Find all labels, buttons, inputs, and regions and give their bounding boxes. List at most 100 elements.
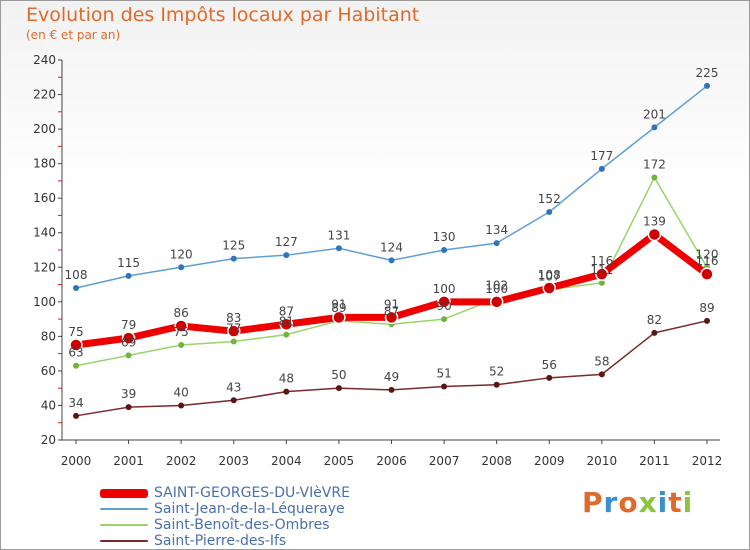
data-label: 51 xyxy=(436,366,451,380)
data-label: 108 xyxy=(65,268,88,282)
x-tick-label: 2003 xyxy=(218,454,249,468)
data-label: 115 xyxy=(117,256,140,270)
x-tick-label: 2001 xyxy=(113,454,144,468)
x-tick-label: 2005 xyxy=(324,454,355,468)
data-point xyxy=(441,383,448,390)
y-tick-label: 40 xyxy=(41,398,56,412)
legend-swatch xyxy=(100,488,148,498)
data-point xyxy=(704,317,710,324)
data-point xyxy=(700,267,714,281)
data-point xyxy=(283,331,290,338)
brand-letter: x xyxy=(638,486,658,519)
data-label: 201 xyxy=(643,107,666,121)
data-label: 56 xyxy=(542,358,557,372)
data-label: 152 xyxy=(538,192,561,206)
y-tick-label: 200 xyxy=(33,122,56,136)
data-point xyxy=(121,331,136,345)
data-label: 91 xyxy=(384,297,399,311)
data-label: 130 xyxy=(433,230,456,244)
data-point xyxy=(178,402,185,409)
y-tick-label: 60 xyxy=(41,364,56,378)
data-label: 125 xyxy=(222,239,245,253)
y-tick-label: 220 xyxy=(33,88,56,102)
data-label: 124 xyxy=(380,240,403,254)
data-point xyxy=(283,252,290,259)
legend-swatch xyxy=(100,540,148,542)
legend-swatch xyxy=(100,508,148,510)
chart-legend: SAINT-GEORGES-DU-VIèVRE Saint-Jean-de-la… xyxy=(100,485,350,549)
y-tick-label: 120 xyxy=(33,260,56,274)
data-point xyxy=(437,295,451,309)
x-tick-label: 2000 xyxy=(61,454,92,468)
data-label: 116 xyxy=(696,254,719,268)
data-label: 120 xyxy=(170,247,193,261)
data-point xyxy=(388,257,395,264)
y-tick-label: 80 xyxy=(41,329,56,343)
data-point xyxy=(542,281,556,295)
x-tick-label: 2006 xyxy=(376,454,407,468)
legend-item-saint-jean: Saint-Jean-de-la-Léqueraye xyxy=(100,501,350,517)
legend-label: SAINT-GEORGES-DU-VIèVRE xyxy=(154,485,350,501)
proxiti-logo: Proxiti xyxy=(582,486,693,519)
data-point xyxy=(178,342,185,348)
data-label: 82 xyxy=(647,313,662,327)
data-label: 87 xyxy=(384,304,399,318)
legend-label: Saint-Benoît-des-Ombres xyxy=(154,517,330,533)
brand-letter: i xyxy=(682,486,694,519)
data-label: 75 xyxy=(68,325,83,339)
data-label: 134 xyxy=(485,223,508,237)
chart-title: Evolution des Impôts locaux par Habitant xyxy=(26,4,420,26)
y-tick-label: 180 xyxy=(33,157,56,171)
data-point xyxy=(73,362,79,369)
data-label: 83 xyxy=(226,311,241,325)
data-point xyxy=(279,317,294,332)
data-label: 40 xyxy=(174,385,189,399)
brand-letter: o xyxy=(618,486,639,519)
legend-item-saint-pierre: Saint-Pierre-des-Ifs xyxy=(100,533,350,549)
x-tick-label: 2011 xyxy=(639,454,670,468)
data-point xyxy=(178,264,185,271)
data-label: 116 xyxy=(590,254,613,268)
data-label: 131 xyxy=(327,228,350,242)
legend-label: Saint-Pierre-des-Ifs xyxy=(154,533,287,549)
data-point xyxy=(598,279,605,286)
data-label: 43 xyxy=(226,380,241,394)
data-label: 102 xyxy=(485,278,508,292)
data-point xyxy=(598,371,605,378)
data-point xyxy=(493,240,500,247)
data-label: 77 xyxy=(226,322,241,336)
data-point xyxy=(546,374,553,381)
brand-letter: P xyxy=(582,486,604,519)
x-tick-label: 2012 xyxy=(692,454,723,468)
data-point xyxy=(335,245,342,252)
y-tick-label: 240 xyxy=(33,53,56,67)
brand-letter: i xyxy=(657,486,669,519)
data-point xyxy=(125,272,132,279)
x-tick-label: 2007 xyxy=(429,454,460,468)
data-point xyxy=(489,295,504,309)
data-label: 111 xyxy=(590,263,613,277)
data-point xyxy=(441,316,448,323)
data-label: 177 xyxy=(590,149,613,163)
data-label: 100 xyxy=(485,282,508,296)
data-label: 91 xyxy=(331,297,346,311)
data-label: 100 xyxy=(433,282,456,296)
data-point xyxy=(73,285,79,291)
legend-label: Saint-Jean-de-la-Léqueraye xyxy=(154,501,345,517)
data-point xyxy=(493,381,500,388)
data-point xyxy=(73,412,79,419)
legend-swatch xyxy=(100,524,148,526)
data-label: 58 xyxy=(594,354,609,368)
data-label: 225 xyxy=(696,66,719,80)
y-tick-label: 160 xyxy=(33,191,56,205)
data-point xyxy=(598,165,605,172)
data-label: 172 xyxy=(643,157,666,171)
data-point xyxy=(441,247,448,253)
data-label: 75 xyxy=(174,325,189,339)
data-point xyxy=(651,329,658,336)
data-label: 39 xyxy=(121,387,136,401)
data-point xyxy=(335,385,342,392)
data-point xyxy=(227,324,241,338)
x-tick-label: 2002 xyxy=(166,454,197,468)
